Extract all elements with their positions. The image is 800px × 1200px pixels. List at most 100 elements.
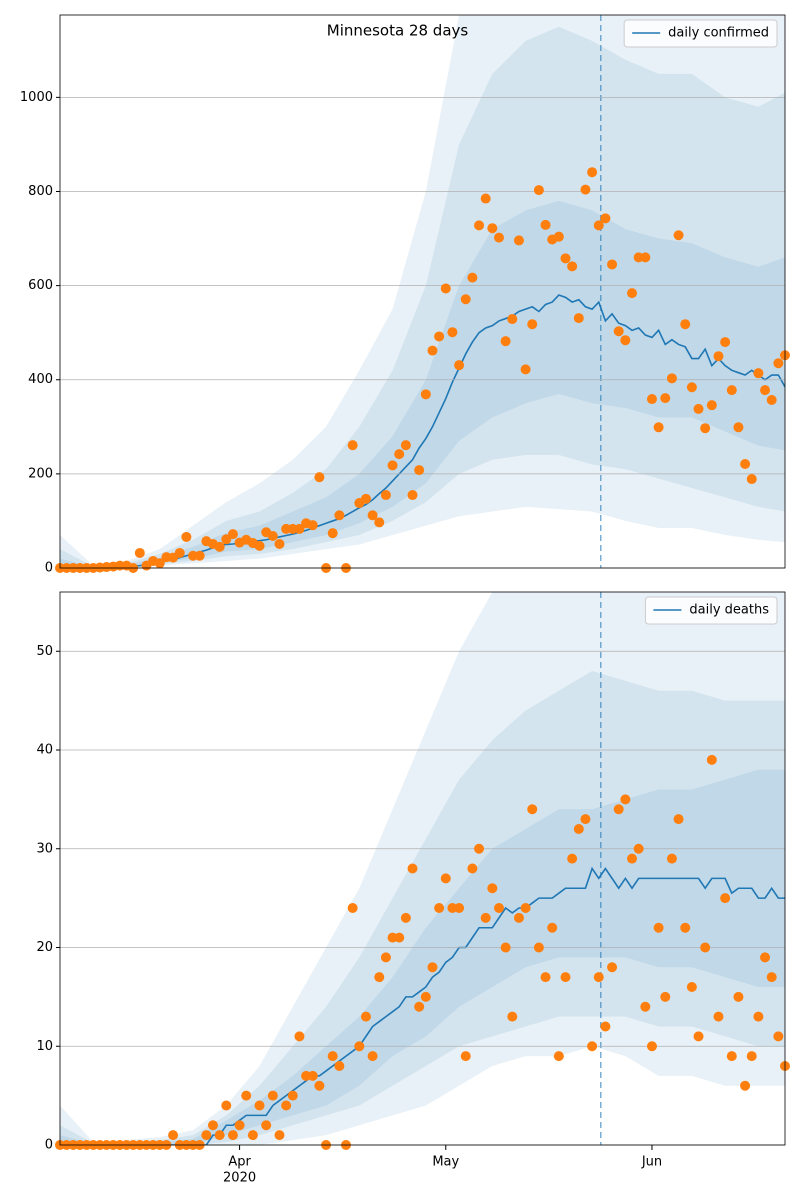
point <box>533 942 544 953</box>
y-tick-label: 0 <box>45 1138 53 1153</box>
point <box>420 389 431 400</box>
legend: daily deaths <box>653 603 769 618</box>
point <box>347 440 358 451</box>
y-tick-label: 800 <box>28 184 53 199</box>
legend-label: daily confirmed <box>668 26 769 41</box>
point <box>174 547 185 558</box>
point <box>394 932 405 943</box>
point <box>274 538 285 549</box>
point <box>766 972 777 983</box>
point <box>547 922 558 933</box>
point <box>507 314 518 325</box>
point <box>374 517 385 528</box>
band <box>60 671 785 1145</box>
point <box>181 531 192 542</box>
point <box>773 358 784 369</box>
point <box>720 893 731 904</box>
point <box>700 942 711 953</box>
point <box>680 922 691 933</box>
point <box>627 853 638 864</box>
y-tick-label: 30 <box>36 841 53 856</box>
point <box>307 520 318 531</box>
point <box>713 1011 724 1022</box>
point <box>560 972 571 983</box>
point <box>746 474 757 485</box>
point <box>693 1031 704 1042</box>
point <box>580 814 591 825</box>
point <box>520 364 531 375</box>
point <box>600 1021 611 1032</box>
point <box>760 385 771 396</box>
point <box>154 558 165 569</box>
point <box>420 991 431 1002</box>
point <box>261 1120 272 1131</box>
point <box>720 337 731 348</box>
point <box>467 272 478 283</box>
plot-area <box>60 15 785 568</box>
point <box>454 903 465 913</box>
point <box>434 903 445 913</box>
point <box>660 393 671 404</box>
point <box>520 903 531 913</box>
point <box>454 360 465 371</box>
axes-frame <box>59 14 786 569</box>
legend-box <box>644 596 778 625</box>
y-tick-label: 200 <box>28 466 53 481</box>
point <box>201 1130 212 1141</box>
point <box>440 873 451 884</box>
point <box>427 345 438 356</box>
y-tick-label: 40 <box>36 743 53 758</box>
point <box>354 1041 365 1052</box>
point <box>480 912 491 923</box>
point <box>740 1080 751 1091</box>
point <box>347 903 358 913</box>
point <box>294 1031 305 1042</box>
line <box>60 866 785 1145</box>
point <box>327 1051 338 1062</box>
point <box>686 982 697 992</box>
point <box>553 231 564 242</box>
point <box>600 213 611 224</box>
point <box>560 253 571 264</box>
y-tick-label: 20 <box>36 940 53 955</box>
point <box>653 422 664 433</box>
point <box>513 235 524 246</box>
point <box>414 465 425 476</box>
point <box>593 220 604 231</box>
point <box>254 1100 265 1111</box>
point <box>666 373 677 384</box>
legend: daily confirmed <box>632 26 769 41</box>
point <box>740 458 751 469</box>
point <box>307 1070 318 1081</box>
point <box>527 319 538 330</box>
point <box>620 794 631 805</box>
point <box>700 423 711 434</box>
point <box>360 493 371 504</box>
y-tick-label: 0 <box>45 561 53 576</box>
point <box>500 942 511 953</box>
point <box>673 814 684 825</box>
point <box>168 1130 179 1141</box>
point <box>766 394 777 405</box>
point <box>287 1090 298 1101</box>
point <box>407 490 418 501</box>
band <box>60 592 785 1145</box>
x-tick-label: May <box>432 1155 459 1170</box>
point <box>733 422 744 433</box>
y-tick-label: 10 <box>36 1039 53 1054</box>
point <box>540 219 551 230</box>
point <box>673 230 684 241</box>
point <box>527 804 538 815</box>
point <box>493 232 504 243</box>
point <box>773 1031 784 1042</box>
point <box>507 1011 518 1022</box>
plot-area <box>60 592 785 1145</box>
point <box>640 1001 651 1012</box>
band <box>60 26 785 568</box>
point <box>553 1051 564 1062</box>
point <box>753 368 764 379</box>
point <box>207 1120 218 1131</box>
y-tick-label: 50 <box>36 644 53 659</box>
x-year-label: 2020 <box>223 1171 256 1186</box>
